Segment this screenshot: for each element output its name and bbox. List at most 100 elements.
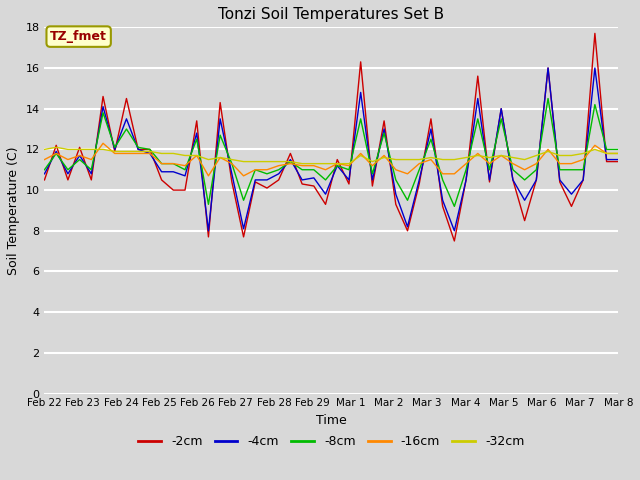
-8cm xyxy=(603,146,611,152)
-8cm xyxy=(134,144,142,150)
-32cm xyxy=(556,153,564,158)
-16cm xyxy=(41,156,49,162)
-32cm xyxy=(216,155,224,160)
-32cm xyxy=(415,156,423,162)
-32cm xyxy=(275,159,282,165)
-2cm xyxy=(380,118,388,124)
-8cm xyxy=(591,102,599,108)
-2cm xyxy=(298,181,306,187)
-4cm xyxy=(369,177,376,183)
-2cm xyxy=(486,179,493,185)
-8cm xyxy=(310,167,317,173)
-2cm xyxy=(263,185,271,191)
-2cm xyxy=(591,31,599,36)
-4cm xyxy=(205,228,212,234)
-8cm xyxy=(298,167,306,173)
-32cm xyxy=(240,159,248,165)
Line: -32cm: -32cm xyxy=(45,147,618,164)
-2cm xyxy=(287,151,294,156)
-2cm xyxy=(392,202,399,207)
-32cm xyxy=(170,151,177,156)
-32cm xyxy=(111,148,118,154)
-32cm xyxy=(76,146,83,152)
-2cm xyxy=(64,177,72,183)
-2cm xyxy=(509,177,516,183)
-32cm xyxy=(451,156,458,162)
-4cm xyxy=(310,175,317,181)
-4cm xyxy=(298,177,306,183)
-2cm xyxy=(99,94,107,99)
-32cm xyxy=(345,161,353,167)
-2cm xyxy=(52,143,60,148)
Legend: -2cm, -4cm, -8cm, -16cm, -32cm: -2cm, -4cm, -8cm, -16cm, -32cm xyxy=(134,430,529,453)
-16cm xyxy=(205,173,212,179)
-2cm xyxy=(614,159,622,165)
-32cm xyxy=(427,155,435,160)
Text: TZ_fmet: TZ_fmet xyxy=(50,30,107,43)
-32cm xyxy=(134,148,142,154)
-16cm xyxy=(392,167,399,173)
-8cm xyxy=(497,116,505,122)
-8cm xyxy=(157,161,165,167)
-16cm xyxy=(497,153,505,158)
-4cm xyxy=(228,171,236,177)
-32cm xyxy=(263,159,271,165)
-32cm xyxy=(41,146,49,152)
-32cm xyxy=(380,155,388,160)
-4cm xyxy=(451,228,458,234)
-16cm xyxy=(509,161,516,167)
-16cm xyxy=(88,156,95,162)
-2cm xyxy=(134,146,142,152)
-2cm xyxy=(556,179,564,185)
-2cm xyxy=(532,177,540,183)
-8cm xyxy=(439,177,447,183)
-32cm xyxy=(310,161,317,167)
-8cm xyxy=(99,110,107,116)
-16cm xyxy=(228,161,236,167)
Line: -2cm: -2cm xyxy=(45,34,618,241)
-8cm xyxy=(532,167,540,173)
-16cm xyxy=(157,161,165,167)
-4cm xyxy=(193,130,200,136)
-32cm xyxy=(544,148,552,154)
Line: -8cm: -8cm xyxy=(45,98,618,206)
-2cm xyxy=(333,156,341,162)
-32cm xyxy=(532,153,540,158)
-4cm xyxy=(111,146,118,152)
-8cm xyxy=(486,167,493,173)
-16cm xyxy=(591,143,599,148)
-4cm xyxy=(544,65,552,71)
-2cm xyxy=(568,204,575,209)
-8cm xyxy=(146,146,154,152)
-8cm xyxy=(52,151,60,156)
-16cm xyxy=(263,167,271,173)
-32cm xyxy=(486,155,493,160)
-16cm xyxy=(123,151,131,156)
-2cm xyxy=(474,73,482,79)
-32cm xyxy=(228,156,236,162)
-16cm xyxy=(462,161,470,167)
-2cm xyxy=(451,238,458,244)
-4cm xyxy=(345,177,353,183)
-2cm xyxy=(603,159,611,165)
-16cm xyxy=(216,155,224,160)
-4cm xyxy=(123,116,131,122)
-8cm xyxy=(76,156,83,162)
-8cm xyxy=(556,167,564,173)
-2cm xyxy=(544,65,552,71)
-2cm xyxy=(310,183,317,189)
-4cm xyxy=(240,226,248,232)
-8cm xyxy=(614,146,622,152)
-16cm xyxy=(240,173,248,179)
Line: -16cm: -16cm xyxy=(45,143,618,176)
-2cm xyxy=(170,187,177,193)
-16cm xyxy=(181,163,189,168)
-16cm xyxy=(556,161,564,167)
-4cm xyxy=(532,177,540,183)
-8cm xyxy=(287,159,294,165)
-4cm xyxy=(556,177,564,183)
-32cm xyxy=(181,153,189,158)
-4cm xyxy=(76,153,83,158)
-2cm xyxy=(357,59,365,65)
-16cm xyxy=(287,161,294,167)
